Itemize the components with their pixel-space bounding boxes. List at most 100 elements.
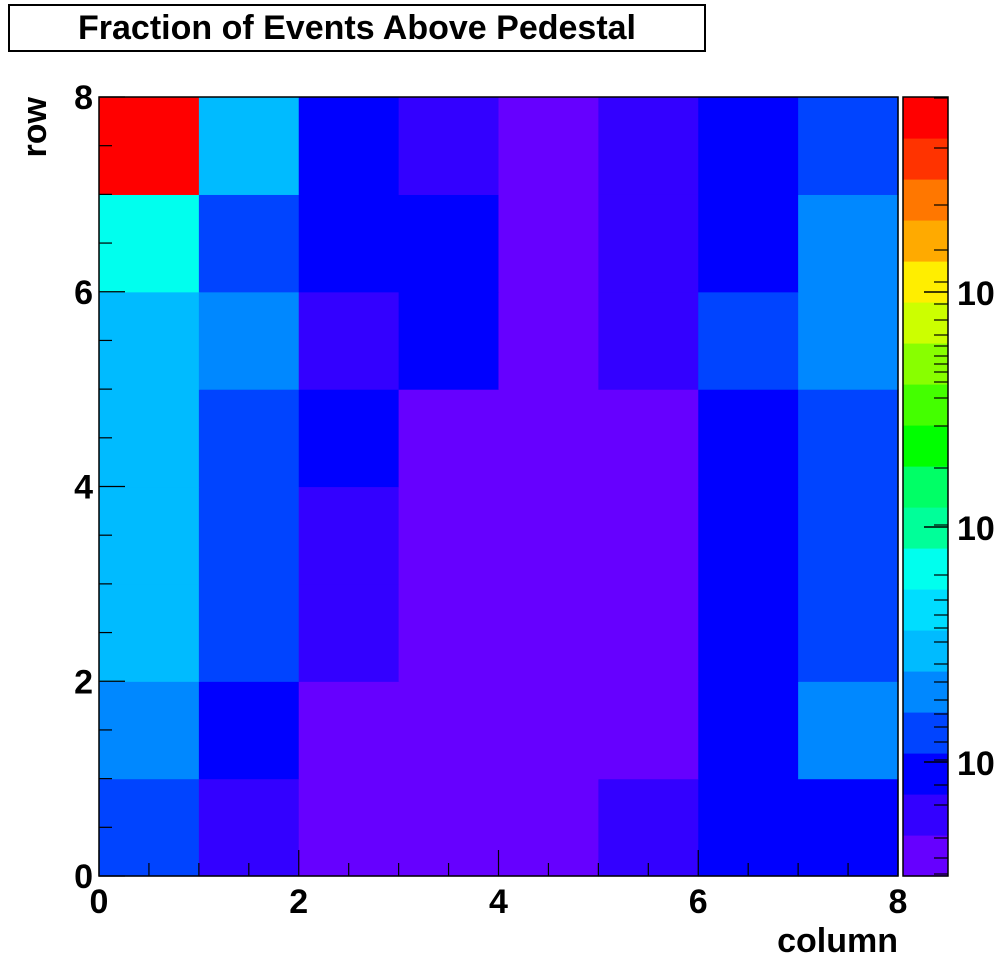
heatmap-cell [99,486,200,585]
heatmap-cell [99,194,200,293]
x-tick-label: 6 [689,883,708,921]
colorbar-segment [903,671,948,713]
heatmap-cell [498,486,599,585]
colorbar-segment [903,302,948,344]
heatmap-cell [298,486,400,585]
colorbar: 10 10 10 [902,96,995,877]
heatmap-cell [698,778,799,877]
colorbar-segment [903,548,948,590]
heatmap-cell [198,583,300,682]
heatmap-cell [398,486,500,585]
x-tick-label: 0 [90,883,109,921]
heatmap-cell [598,194,699,293]
heatmap-cell [598,681,699,780]
heatmap-cell [698,389,799,488]
heatmap-cell [698,194,799,293]
heatmap-cell [698,97,799,195]
heatmap-cell [298,583,400,682]
heatmap-cell [298,97,400,195]
heatmap-cell [99,389,200,488]
heatmap-cell [598,486,699,585]
heatmap-cell [698,681,799,780]
heatmap-cell [198,389,300,488]
colorbar-frame [902,96,949,877]
heatmap-cell [798,194,899,293]
colorbar-segment [903,220,948,262]
colorbar-segment [903,589,948,631]
heatmap-cell [198,681,300,780]
heatmap-cell [598,97,699,195]
heatmap-cell [798,486,899,585]
colorbar-segment [903,425,948,467]
colorbar-segment [903,794,948,836]
x-axis-label: column [777,922,898,960]
heatmap-cell [798,291,899,390]
heatmap-cell [498,291,599,390]
y-tick-label: 6 [74,274,93,312]
heatmap-cell [99,681,200,780]
colorbar-segment [903,97,948,139]
y-tick-label: 8 [74,79,93,117]
y-tick-label: 2 [74,663,93,701]
heatmap-cell [99,97,200,195]
colorbar-segment [903,835,948,877]
heatmap-cell [398,194,500,293]
heatmap-cell [498,778,599,877]
heatmap-cell [198,97,300,195]
heatmap-cell [398,778,500,877]
heatmap-cell [398,97,500,195]
heatmap-cell [598,389,699,488]
colorbar-segment [903,179,948,221]
heatmap-cell [298,681,400,780]
heatmap-cell [498,97,599,195]
heatmap-cell [498,583,599,682]
heatmap-cell [198,291,300,390]
heatmap-cell [798,97,899,195]
heatmap-cell [198,778,300,877]
heatmap-cell [598,583,699,682]
colorbar-segment [903,712,948,754]
heatmap-cell [598,778,699,877]
heatmap-cell [598,291,699,390]
heatmap-cell [198,486,300,585]
heatmap-cell [298,291,400,390]
colorbar-tick-label: 10 [957,275,995,313]
heatmap-cell [398,681,500,780]
colorbar-segment [903,138,948,180]
heatmap-cell [398,583,500,682]
chart-title: Fraction of Events Above Pedestal [78,8,636,47]
heatmap-cell [498,194,599,293]
heatmap-cell [398,291,500,390]
heatmap-cell [498,681,599,780]
heatmap-cell [99,778,200,877]
chart-title-box: Fraction of Events Above Pedestal [8,4,706,52]
heatmap-cell [798,583,899,682]
colorbar-segment [903,507,948,549]
y-tick-label: 4 [74,469,93,507]
y-axis-label: row [16,96,54,157]
x-tick-label: 4 [489,883,508,921]
heatmap-cell [99,583,200,682]
heatmap-cell [698,291,799,390]
heatmap-cell [798,389,899,488]
colorbar-tick-label: 10 [957,745,995,783]
heatmap-cell [298,778,400,877]
y-tick-label: 0 [74,858,93,896]
colorbar-segment [903,384,948,426]
heatmap-cell [99,291,200,390]
colorbar-segment [903,753,948,795]
axes: 0 2 4 6 8 0 2 4 6 8 [74,79,907,921]
heatmap-cell [698,486,799,585]
heatmap-cells [99,97,899,877]
heatmap-cell [198,194,300,293]
heatmap-cell [398,389,500,488]
colorbar-segment [903,630,948,672]
heatmap-cell [698,583,799,682]
x-tick-label: 8 [889,883,908,921]
colorbar-tick-label: 10 [957,510,995,548]
heatmap-cell [798,778,899,877]
heatmap-cell [498,389,599,488]
heatmap-cell [798,681,899,780]
colorbar-segment [903,466,948,508]
